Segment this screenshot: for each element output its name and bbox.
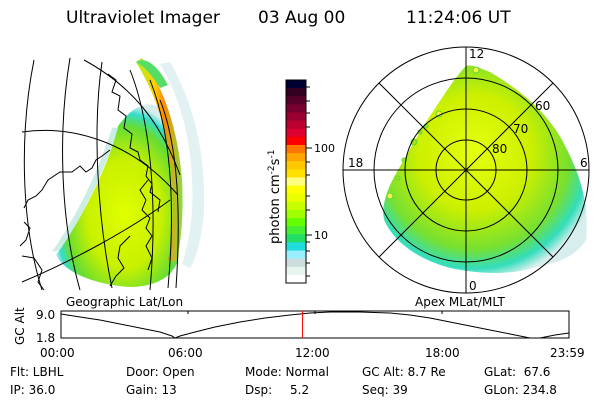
seq-status: Seq: 39 xyxy=(362,383,408,397)
glat-status: GLat: 67.6 xyxy=(484,365,551,379)
aurora-edge-haze xyxy=(52,128,118,252)
altitude-curve xyxy=(60,311,570,339)
xtick-00: 00:00 xyxy=(40,346,75,360)
dsp-value: 5.2 xyxy=(290,383,310,397)
colorbar-segment xyxy=(286,177,306,187)
colorbar-segment xyxy=(286,226,306,235)
colorbar-segment xyxy=(286,112,306,122)
colorbar-segment xyxy=(286,96,306,105)
time-label: 11:24:06 UT xyxy=(406,8,511,28)
colorbar-segment xyxy=(286,274,306,284)
mlt-label-6: 6 xyxy=(580,156,588,170)
mlt-label-12: 12 xyxy=(469,47,484,61)
colorbar-segment xyxy=(286,193,306,203)
mode-status: Mode: Normal xyxy=(245,365,329,379)
gain-status: Gain: 13 xyxy=(126,383,177,397)
colorbar-segment xyxy=(286,169,306,178)
gc-alt-status: GC Alt: 8.7 Re xyxy=(362,365,446,379)
colorbar-segment xyxy=(286,136,306,146)
xtick-2359: 23:59 xyxy=(550,346,585,360)
colorbar-segment xyxy=(286,258,306,268)
door-status: Door: Open xyxy=(126,365,195,379)
colorbar-unit-label: photon cm-2s-1 xyxy=(267,150,283,244)
xtick-18: 18:00 xyxy=(425,346,460,360)
aurora-arc-haze xyxy=(160,62,205,268)
timeline-ylabel: GC Alt xyxy=(13,307,27,345)
mlt-label-18: 18 xyxy=(348,156,363,170)
xtick-12: 12:00 xyxy=(295,346,330,360)
glon-status: GLon: 234.8 xyxy=(484,383,557,397)
colorbar-segment xyxy=(286,120,306,130)
instrument-title: Ultraviolet Imager xyxy=(66,8,220,28)
lat-label-80: 80 xyxy=(492,142,507,156)
colorbar-segment xyxy=(286,234,306,243)
colorbar-segment xyxy=(286,242,306,252)
mlt-label-0: 0 xyxy=(469,279,477,293)
apex-caption: Apex MLat/MLT xyxy=(415,295,505,309)
colorbar-segment xyxy=(286,266,306,276)
colorbar-segment xyxy=(286,201,306,211)
aurora-blobs xyxy=(386,66,480,200)
colorbar-segment xyxy=(286,104,306,113)
colorbar-segment xyxy=(286,88,306,97)
colorbar-ticks xyxy=(306,86,312,277)
colorbar-segment xyxy=(286,218,306,227)
colorbar-tick-10: 10 xyxy=(314,229,328,242)
lat-label-60: 60 xyxy=(535,99,550,113)
colorbar-segment xyxy=(286,250,306,260)
colorbar-segment xyxy=(286,128,306,138)
ytick-9: 9.0 xyxy=(36,308,55,322)
xtick-06: 06:00 xyxy=(168,346,203,360)
colorbar-segment xyxy=(286,185,306,195)
colorbar-segment xyxy=(286,80,306,89)
colorbar-segment xyxy=(286,144,306,154)
aurora-emission-polar xyxy=(383,65,587,274)
colorbar-segment xyxy=(286,161,306,170)
geographic-caption: Geographic Lat/Lon xyxy=(66,295,183,309)
date-label: 03 Aug 00 xyxy=(258,8,346,28)
colorbar-segment xyxy=(286,209,306,219)
dsp-label: Dsp: xyxy=(245,383,273,397)
filter-status: Flt: LBHL xyxy=(10,365,64,379)
colorbar-segment xyxy=(286,153,306,162)
ip-status: IP: 36.0 xyxy=(10,383,56,397)
ytick-1.8: 1.8 xyxy=(36,331,55,345)
lat-label-70: 70 xyxy=(513,122,528,136)
colorbar-tick-100: 100 xyxy=(314,142,335,155)
